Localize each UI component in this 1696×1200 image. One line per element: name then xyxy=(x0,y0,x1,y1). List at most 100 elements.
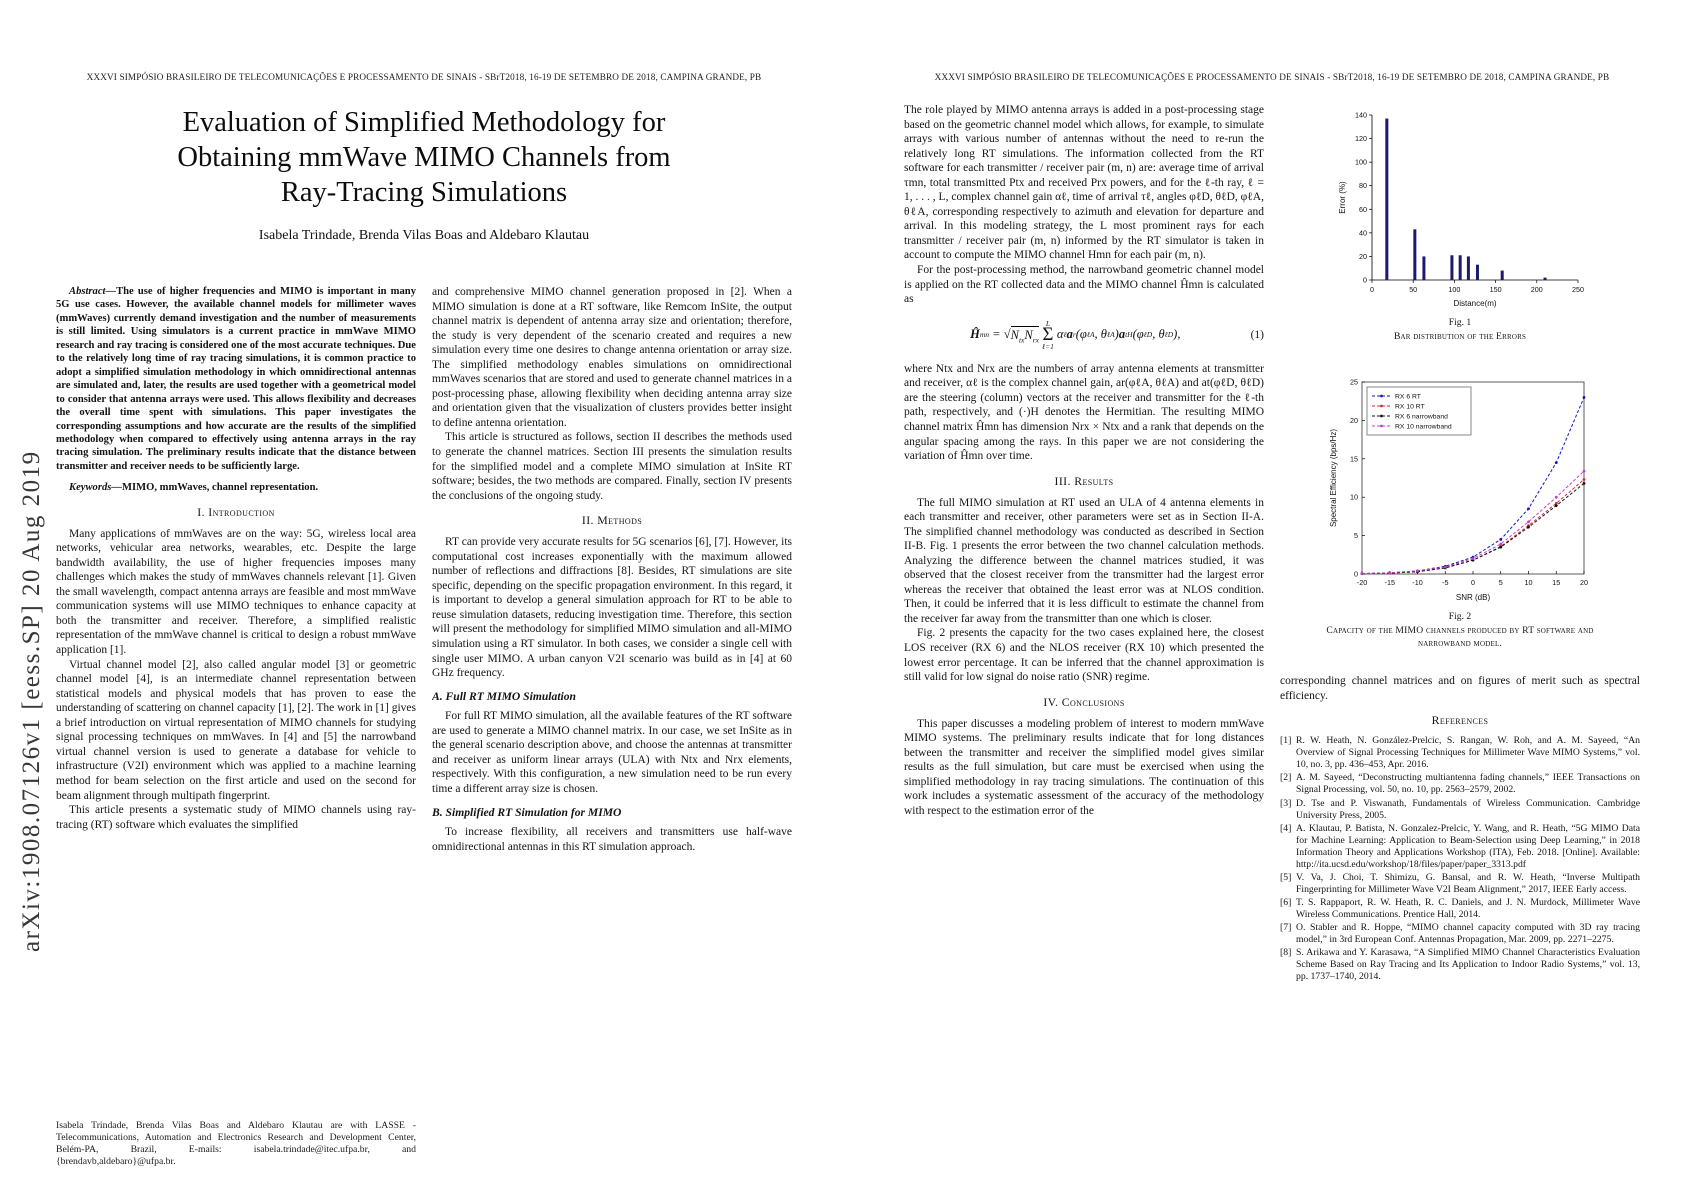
equation-1-number: (1) xyxy=(1250,328,1264,341)
reference-number: [6] xyxy=(1280,896,1292,908)
svg-text:140: 140 xyxy=(1355,111,1367,120)
arxiv-watermark: arXiv:1908.07126v1 [eess.SP] 20 Aug 2019 xyxy=(18,450,45,952)
paper-title-line-3: Ray-Tracing Simulations xyxy=(280,176,568,208)
svg-text:RX 10 narrowband: RX 10 narrowband xyxy=(1395,423,1452,430)
page-2: XXXVI SIMPÓSIO BRASILEIRO DE TELECOMUNIC… xyxy=(848,0,1696,1200)
page2-column-1: The role played by MIMO antenna arrays i… xyxy=(904,103,1264,1178)
svg-text:100: 100 xyxy=(1448,285,1460,294)
reference-number: [3] xyxy=(1280,797,1292,809)
reference-text: S. Arikawa and Y. Karasawa, “A Simplifie… xyxy=(1296,946,1640,982)
section-heading-introduction: I. Introduction xyxy=(197,504,275,519)
reference-text: A. M. Sayeed, “Deconstructing multianten… xyxy=(1296,772,1640,796)
svg-text:60: 60 xyxy=(1359,205,1367,214)
svg-text:-20: -20 xyxy=(1357,578,1367,587)
svg-text:-5: -5 xyxy=(1442,578,1448,587)
results-paragraph-1: The full MIMO simulation at RT used an U… xyxy=(904,496,1264,625)
svg-text:50: 50 xyxy=(1409,285,1417,294)
structure-paragraph: This article is structured as follows, s… xyxy=(432,431,792,502)
paper-title-line-1: Evaluation of Simplified Methodology for xyxy=(182,107,666,138)
references-list: [1] R. W. Heath, N. González-Prelcic, S. … xyxy=(1280,735,1640,983)
abstract-label: Abstract— xyxy=(69,286,117,297)
svg-text:0: 0 xyxy=(1370,285,1374,294)
paper-title: Evaluation of Simplified Methodology for… xyxy=(84,106,764,210)
page-1: XXXVI SIMPÓSIO BRASILEIRO DE TELECOMUNIC… xyxy=(18,72,792,1167)
reference-item-7: [7] O. Stabler and R. Hoppe, “MIMO channe… xyxy=(1280,922,1640,946)
reference-item-8: [8] S. Arikawa and Y. Karasawa, “A Simpli… xyxy=(1280,947,1640,983)
abstract-text: The use of higher frequencies and MIMO i… xyxy=(56,286,416,472)
reference-text: D. Tse and P. Viswanath, Fundamentals of… xyxy=(1296,797,1640,821)
svg-text:SNR (dB): SNR (dB) xyxy=(1456,593,1491,602)
section-heading-methods: II. Methods xyxy=(581,513,643,528)
intro-paragraph-1: Many applications of mmWaves are on the … xyxy=(56,527,416,657)
svg-text:40: 40 xyxy=(1359,228,1367,237)
fig2-caption-text: Capacity of the MIMO channels produced b… xyxy=(1326,625,1594,649)
svg-text:20: 20 xyxy=(1359,252,1367,261)
postprocessing-paragraph-2: For the post-processing method, the narr… xyxy=(904,264,1264,306)
equation-explanation-paragraph: where Ntx and Nrx are the numbers of arr… xyxy=(904,362,1264,463)
fig1-caption: Fig. 1 Bar distribution of the Errors xyxy=(1280,317,1640,344)
reference-text: V. Va, J. Choi, T. Shimizu, G. Bansal, a… xyxy=(1296,871,1640,895)
svg-text:20: 20 xyxy=(1350,416,1358,425)
simplified-rt-paragraph: To increase flexibility, all receivers a… xyxy=(432,826,792,853)
reference-number: [8] xyxy=(1280,946,1292,958)
running-head-page1: XXXVI SIMPÓSIO BRASILEIRO DE TELECOMUNIC… xyxy=(86,72,762,82)
intro-paragraph-2: Virtual channel model [2], also called a… xyxy=(56,658,416,802)
svg-text:Distance(m): Distance(m) xyxy=(1453,299,1496,308)
svg-text:Spectral Efficiency (bps/Hz): Spectral Efficiency (bps/Hz) xyxy=(1329,429,1338,527)
intro-paragraph-3: This article presents a systematic study… xyxy=(56,804,416,831)
section-heading-references: References xyxy=(1431,713,1489,728)
paper-title-line-2: Obtaining mmWave MIMO Channels from xyxy=(177,141,671,173)
reference-text: T. S. Rappaport, R. W. Heath, R. C. Dani… xyxy=(1296,896,1640,920)
keywords-label: Keywords— xyxy=(69,482,122,494)
reference-item-1: [1] R. W. Heath, N. González-Prelcic, S. … xyxy=(1280,735,1640,771)
conclusions-paragraph: This paper discusses a modeling problem … xyxy=(904,717,1264,817)
fig1-bar-chart: 0 20 40 60 80 100 120 140 0 50 100 150 200 250 Distanc… xyxy=(1334,105,1586,310)
page1-column-1: Abstract—The use of higher frequencies a… xyxy=(56,285,416,1085)
svg-text:0: 0 xyxy=(1471,578,1475,587)
subsection-heading-full-rt: A. Full RT MIMO Simulation xyxy=(432,689,577,703)
conclusions-continuation-paragraph: corresponding channel matrices and on fi… xyxy=(1280,675,1640,702)
reference-number: [7] xyxy=(1280,921,1292,933)
svg-text:25: 25 xyxy=(1350,377,1358,386)
svg-text:0: 0 xyxy=(1354,569,1358,578)
fig2-caption-label: Fig. 2 xyxy=(1448,610,1472,622)
running-head-page2: XXXVI SIMPÓSIO BRASILEIRO DE TELECOMUNIC… xyxy=(934,72,1610,82)
svg-text:5: 5 xyxy=(1354,531,1358,540)
fig2-caption: Fig. 2 Capacity of the MIMO channels pro… xyxy=(1280,611,1640,650)
reference-number: [2] xyxy=(1280,772,1292,784)
fig2-line-chart: 0 5 10 15 20 25 -20 -15 -10 -5 0 5 10 15 20 RX 6 RT RX 1… xyxy=(1326,374,1594,604)
full-rt-paragraph: For full RT MIMO simulation, all the ava… xyxy=(432,710,792,795)
author-footnote: Isabela Trindade, Brenda Vilas Boas and … xyxy=(56,1119,416,1167)
methods-intro-continuation-1: and comprehensive MIMO channel generatio… xyxy=(432,286,792,429)
reference-item-5: [5] V. Va, J. Choi, T. Shimizu, G. Bansal… xyxy=(1280,872,1640,896)
section-heading-results: III. Results xyxy=(1054,473,1114,488)
svg-text:150: 150 xyxy=(1490,285,1502,294)
svg-text:120: 120 xyxy=(1355,134,1367,143)
reference-text: R. W. Heath, N. González-Prelcic, S. Ran… xyxy=(1296,735,1640,771)
reference-number: [4] xyxy=(1280,822,1292,834)
svg-text:200: 200 xyxy=(1531,285,1543,294)
fig1-caption-text: Bar distribution of the Errors xyxy=(1393,331,1527,343)
svg-text:Error (%): Error (%) xyxy=(1338,181,1347,214)
methods-paragraph-1: RT can provide very accurate results for… xyxy=(432,536,792,680)
section-heading-conclusions: IV. Conclusions xyxy=(1043,694,1125,709)
keywords-paragraph: Keywords—MIMO, mmWaves, channel represen… xyxy=(56,481,416,494)
reference-item-4: [4] A. Klautau, P. Batista, N. Gonzalez-P… xyxy=(1280,823,1640,871)
reference-item-6: [6] T. S. Rappaport, R. W. Heath, R. C. D… xyxy=(1280,897,1640,921)
svg-text:80: 80 xyxy=(1359,181,1367,190)
reference-number: [5] xyxy=(1280,871,1292,883)
svg-text:-15: -15 xyxy=(1385,578,1395,587)
svg-text:RX 6 RT: RX 6 RT xyxy=(1395,393,1421,400)
postprocessing-paragraph-1: The role played by MIMO antenna arrays i… xyxy=(904,104,1264,262)
svg-text:100: 100 xyxy=(1355,158,1367,167)
results-paragraph-2: Fig. 2 presents the capacity for the two… xyxy=(904,627,1264,684)
reference-text: O. Stabler and R. Hoppe, “MIMO channel c… xyxy=(1296,921,1640,945)
svg-text:RX 6 narrowband: RX 6 narrowband xyxy=(1395,413,1448,420)
svg-text:5: 5 xyxy=(1499,578,1503,587)
svg-text:-10: -10 xyxy=(1412,578,1422,587)
subsection-heading-simplified-rt: B. Simplified RT Simulation for MIMO xyxy=(432,805,622,819)
authors-line: Isabela Trindade, Brenda Vilas Boas and … xyxy=(258,228,590,243)
svg-text:250: 250 xyxy=(1572,285,1584,294)
